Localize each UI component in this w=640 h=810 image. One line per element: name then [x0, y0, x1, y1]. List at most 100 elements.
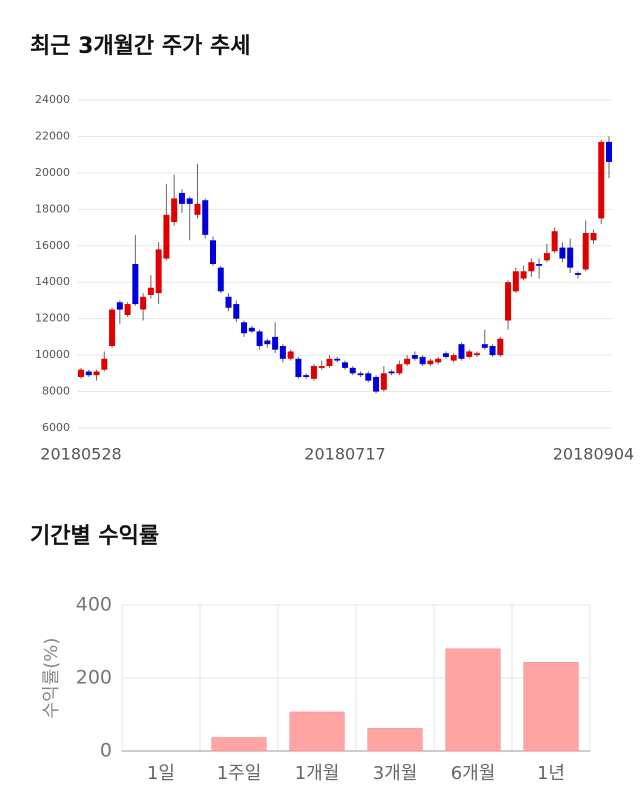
candle-body — [241, 322, 248, 334]
y-tick-label: 16000 — [35, 239, 70, 252]
candle-body — [163, 214, 170, 259]
y-tick-label: 24000 — [35, 93, 70, 106]
candle-body — [202, 200, 209, 235]
candle-body — [264, 340, 271, 345]
candle-body — [132, 264, 139, 305]
y-tick-label: 12000 — [35, 312, 70, 325]
candle-body — [373, 376, 380, 392]
candle-body — [334, 358, 341, 361]
x-tick-label: 1주일 — [217, 763, 262, 784]
candle-body — [582, 233, 589, 270]
candle-body — [93, 371, 100, 376]
candle-body — [357, 373, 364, 376]
candle-body — [404, 358, 411, 365]
candle-body — [140, 296, 147, 310]
candle-body — [497, 338, 504, 356]
candle-body — [474, 353, 480, 356]
candle-body — [512, 271, 519, 292]
bar — [367, 728, 423, 752]
candle-body — [411, 355, 418, 359]
candle-body — [186, 198, 193, 204]
x-tick-label: 20180528 — [40, 445, 121, 464]
candle-body — [528, 262, 535, 272]
candle-body — [147, 287, 154, 295]
candle-body — [279, 346, 286, 359]
x-tick-label: 1년 — [537, 763, 565, 784]
chart-title: 최근 3개월간 주가 추세 — [30, 34, 250, 59]
candle-body — [435, 358, 442, 363]
candle-body — [233, 304, 240, 319]
candle-body — [380, 373, 387, 390]
candle-body — [78, 369, 84, 377]
candle-body — [272, 336, 279, 350]
y-tick-label: 200 — [76, 667, 112, 689]
bar — [211, 737, 267, 752]
candle-body — [194, 203, 201, 215]
candle-body — [326, 358, 333, 367]
candle-body — [396, 364, 403, 374]
candle-body — [559, 247, 566, 259]
x-tick-label: 1일 — [147, 763, 175, 784]
candle-body — [85, 371, 92, 376]
candle-body — [342, 362, 348, 368]
y-tick-label: 10000 — [35, 348, 70, 361]
bar — [445, 648, 501, 752]
candle-body — [442, 353, 449, 357]
candle-body — [481, 344, 488, 348]
candle-body — [574, 273, 581, 275]
y-tick-label: 20000 — [35, 166, 70, 179]
candle-body — [543, 253, 550, 261]
candle-body — [256, 331, 263, 346]
candle-body — [217, 267, 224, 292]
bar — [523, 662, 579, 752]
chart-title: 기간별 수익률 — [30, 524, 159, 549]
candle-body — [116, 302, 123, 310]
x-tick-label: 20180717 — [304, 445, 385, 464]
candle-body — [124, 304, 131, 316]
y-tick-label: 18000 — [35, 202, 70, 215]
candle-body — [178, 192, 185, 204]
bar — [289, 711, 345, 752]
y-tick-label: 14000 — [35, 275, 70, 288]
candle-body — [419, 356, 426, 365]
y-tick-label: 6000 — [42, 421, 70, 434]
candle-body — [171, 198, 178, 223]
candle-body — [505, 282, 512, 321]
candle-body — [458, 344, 465, 359]
candle-body — [225, 296, 232, 308]
candle-body — [567, 247, 574, 268]
candle-body — [536, 264, 543, 266]
candle-body — [590, 233, 597, 241]
candle-body — [427, 360, 434, 365]
x-tick-label: 6개월 — [451, 763, 496, 784]
y-tick-label: 8000 — [42, 385, 70, 398]
candle-body — [450, 355, 457, 361]
candle-body — [303, 375, 310, 377]
candle-body — [287, 351, 294, 359]
candle-body — [365, 373, 372, 381]
y-tick-label: 0 — [100, 740, 112, 762]
candle-body — [551, 231, 558, 252]
candle-body — [388, 371, 395, 374]
candle-body — [606, 141, 612, 162]
x-tick-label: 1개월 — [295, 763, 340, 784]
candle-body — [109, 309, 116, 346]
x-tick-label: 3개월 — [373, 763, 418, 784]
candle-body — [248, 327, 255, 332]
candle-body — [466, 351, 473, 357]
candle-body — [520, 271, 527, 279]
candle-body — [295, 358, 302, 377]
x-tick-label: 20180904 — [553, 445, 634, 464]
candle-body — [598, 141, 605, 219]
candle-body — [310, 366, 317, 379]
y-tick-label: 22000 — [35, 129, 70, 142]
candle-body — [210, 240, 216, 264]
candle-body — [349, 367, 356, 374]
y-axis-label: 수익률(%) — [41, 638, 62, 719]
candle-body — [155, 249, 162, 294]
candle-body — [101, 358, 108, 370]
candle-body — [318, 366, 325, 368]
y-tick-label: 400 — [76, 594, 112, 616]
